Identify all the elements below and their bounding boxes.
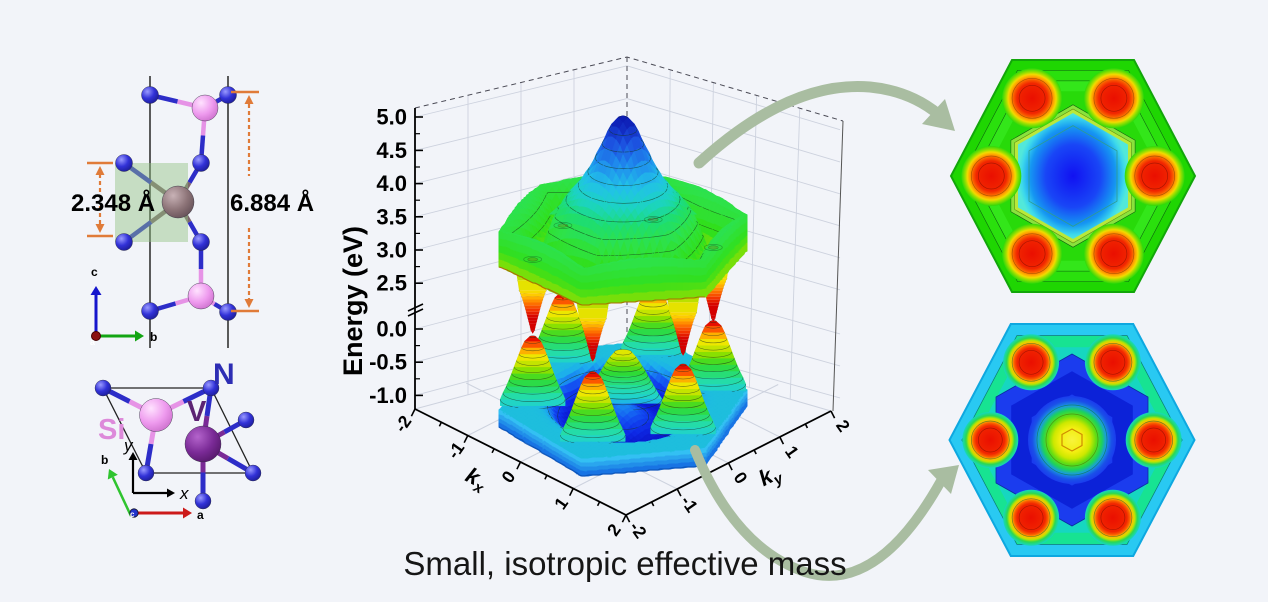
svg-text:b: b: [150, 330, 157, 344]
svg-text:c: c: [130, 510, 135, 519]
svg-text:-1.0: -1.0: [369, 383, 407, 408]
svg-text:a: a: [197, 508, 204, 522]
svg-text:V: V: [187, 396, 207, 428]
svg-text:2.348 Å: 2.348 Å: [71, 189, 155, 217]
svg-text:4.0: 4.0: [376, 171, 407, 196]
svg-text:6.884 Å: 6.884 Å: [230, 189, 314, 217]
svg-text:3.0: 3.0: [376, 238, 407, 263]
svg-text:Small, isotropic effective mas: Small, isotropic effective mass: [403, 545, 846, 582]
svg-text:5.0: 5.0: [376, 105, 407, 130]
svg-text:0.0: 0.0: [376, 317, 407, 342]
svg-text:a: a: [90, 337, 96, 347]
svg-text:4.5: 4.5: [376, 138, 407, 163]
svg-text:b: b: [101, 453, 108, 467]
svg-text:y: y: [123, 436, 134, 455]
svg-text:x: x: [179, 484, 189, 503]
svg-text:2.5: 2.5: [376, 271, 407, 296]
svg-text:Si: Si: [98, 414, 125, 446]
svg-text:-0.5: -0.5: [369, 350, 407, 375]
svg-text:N: N: [213, 358, 235, 391]
svg-text:c: c: [91, 265, 98, 279]
svg-text:Energy (eV): Energy (eV): [338, 226, 368, 376]
svg-text:3.5: 3.5: [376, 204, 407, 229]
